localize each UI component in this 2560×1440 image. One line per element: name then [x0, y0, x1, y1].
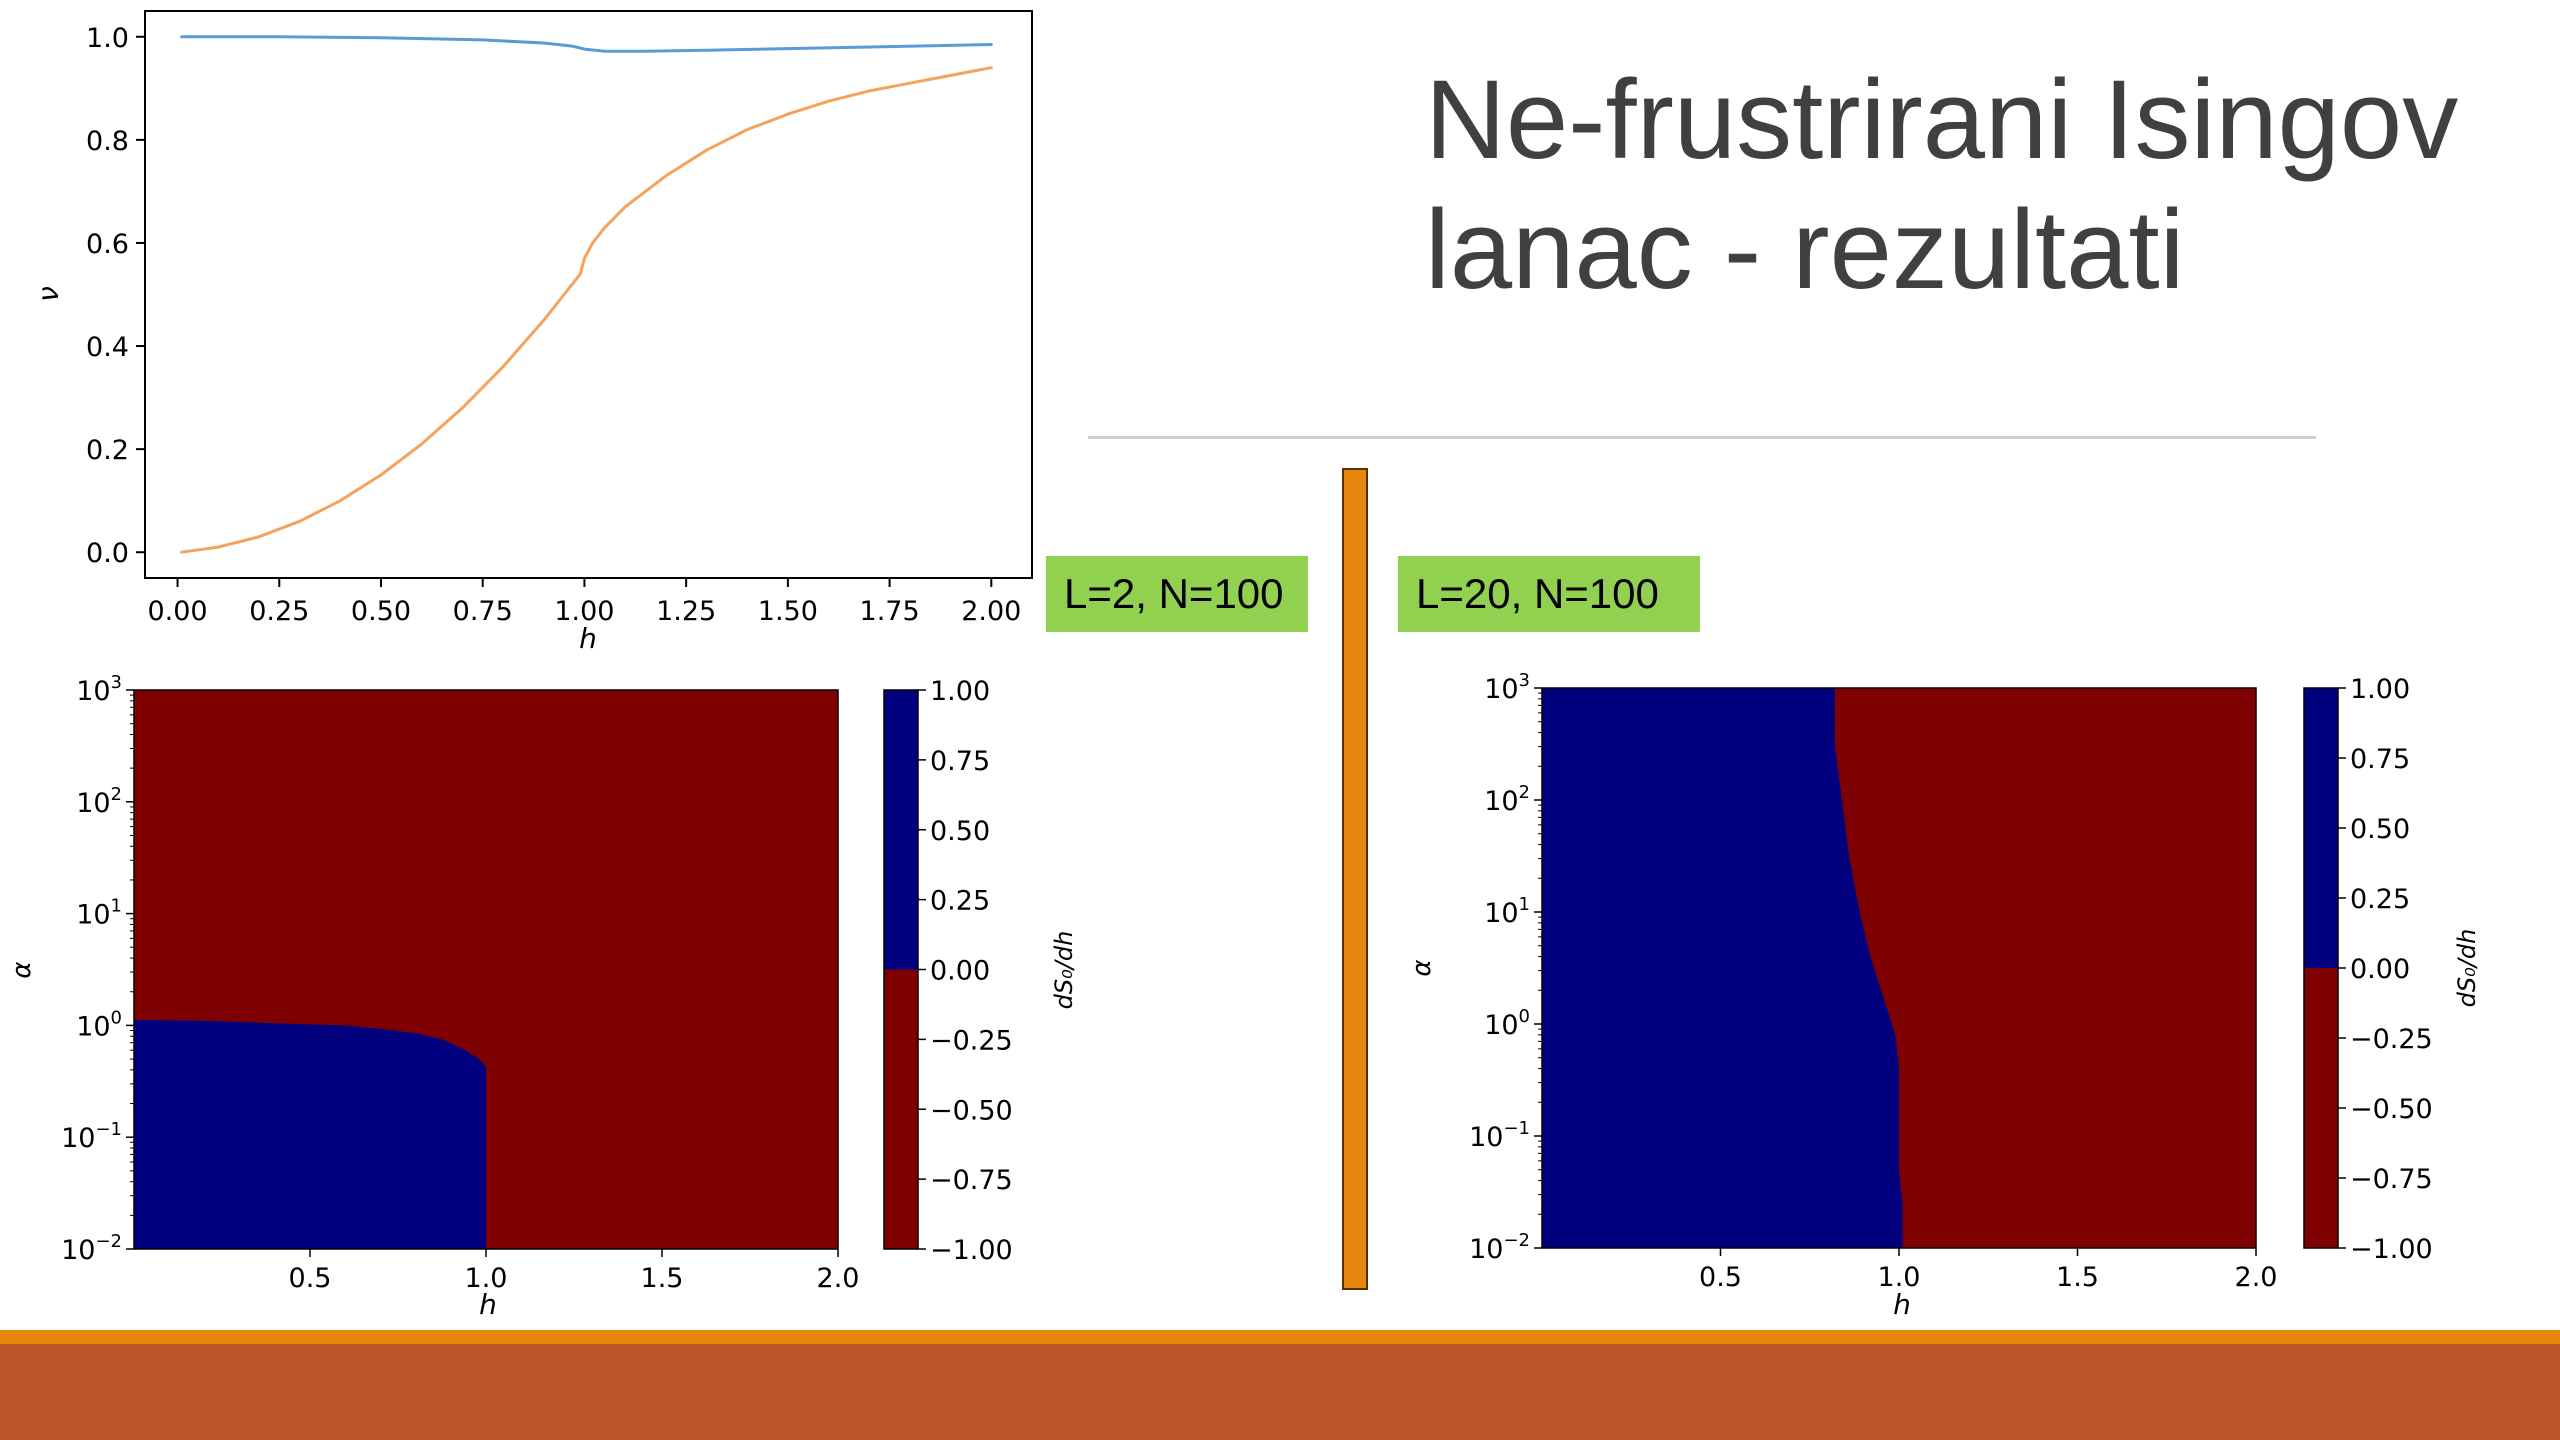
slide-title: Ne-frustrirani Isingov lanac - rezultati — [1425, 55, 2545, 315]
heatmap-l20-y-tick-label: 10−2 — [1469, 1230, 1530, 1265]
heatmap-l20: 0.5 1.0 1.5 2.0 10−2 10−1 100 101 102 103 h α 1.… — [1407, 670, 2481, 1321]
line-chart-x-tick-label: 1.00 — [554, 596, 614, 627]
footer-band — [0, 1344, 2560, 1440]
heatmap-l20-x-axis: 0.5 1.0 1.5 2.0 — [1699, 1248, 2277, 1293]
heatmap-l2-x-tick-label: 0.5 — [289, 1263, 332, 1294]
heatmap-l20-colorbar-tick-label: 0.00 — [2350, 954, 2410, 985]
heatmap-l2-colorbar-tick-label: −0.25 — [930, 1025, 1013, 1056]
line-chart-y-tick-label: 1.0 — [86, 23, 129, 54]
heatmap-l20-colorbar: 1.00 0.75 0.50 0.25 0.00 −0.25 −0.50 −0.75 −1.00 — [2303, 674, 2433, 1265]
heatmap-l20-colorbar-positive — [2304, 688, 2338, 968]
heatmap-l20-x-tick-label: 1.5 — [2056, 1262, 2099, 1293]
slide-title-line-1: Ne-frustrirani Isingov — [1425, 57, 2459, 182]
line-chart-x-tick-label: 1.25 — [656, 596, 716, 627]
heatmap-l2-colorbar-tick-label: 0.25 — [930, 886, 990, 917]
heatmap-l2-y-axis: 10−2 10−1 100 101 102 103 — [61, 672, 134, 1266]
heatmap-l20-y-tick-label: 101 — [1484, 894, 1530, 929]
line-chart-x-tick-label: 1.75 — [860, 596, 920, 627]
line-chart-y-axis: 0.0 0.2 0.4 0.6 0.8 1.0 — [86, 23, 145, 569]
line-chart-x-tick-label: 2.00 — [961, 596, 1021, 627]
heatmap-l2-y-tick-label: 102 — [76, 784, 122, 819]
heatmap-l2-x-tick-label: 1.0 — [465, 1263, 508, 1294]
slide-title-line-2: lanac - rezultati — [1425, 187, 2185, 312]
label-l20-n100: L=20, N=100 — [1398, 556, 1700, 632]
heatmap-l20-x-tick-label: 2.0 — [2235, 1262, 2278, 1293]
line-chart-nu-vs-h: 0.00 0.25 0.50 0.75 1.00 1.25 1.50 1.75 2.00 0.0… — [32, 10, 1033, 655]
line-chart-y-tick-label: 0.4 — [86, 332, 129, 363]
heatmap-l20-y-tick-label: 103 — [1484, 670, 1530, 705]
line-chart-x-tick-label: 1.50 — [758, 596, 818, 627]
heatmap-l20-y-tick-label: 10−1 — [1469, 1118, 1530, 1153]
line-chart-x-axis: 0.00 0.25 0.50 0.75 1.00 1.25 1.50 1.75 2.00 — [147, 578, 1021, 627]
line-chart-y-tick-label: 0.8 — [86, 126, 129, 157]
heatmap-l2-x-label: h — [479, 1288, 497, 1321]
heatmap-l2-y-tick-label: 10−1 — [61, 1119, 122, 1154]
heatmap-l2-colorbar-tick-label: 1.00 — [930, 676, 990, 707]
heatmap-l2-colorbar-tick-label: −1.00 — [930, 1235, 1013, 1266]
line-chart-frame — [144, 10, 1033, 579]
line-chart-x-tick-label: 0.25 — [249, 596, 309, 627]
heatmap-l2-x-tick-label: 1.5 — [641, 1263, 684, 1294]
line-chart-y-tick-label: 0.0 — [86, 538, 129, 569]
heatmap-l2-colorbar-label: dS₀/dh — [1050, 931, 1078, 1010]
vertical-divider-bar — [1342, 468, 1368, 1290]
heatmap-l2: 0.5 1.0 1.5 2.0 10−2 10−1 100 101 102 103 h α 1.… — [7, 672, 1078, 1321]
heatmap-l2-colorbar-tick-label: 0.50 — [930, 816, 990, 847]
heatmap-l20-x-tick-label: 1.0 — [1878, 1262, 1921, 1293]
line-chart-series-2 — [180, 66, 993, 554]
line-chart-x-tick-label: 0.75 — [453, 596, 513, 627]
heatmap-l2-colorbar-tick-label: 0.00 — [930, 956, 990, 987]
heatmap-l20-colorbar-tick-label: 1.00 — [2350, 674, 2410, 705]
footer-accent-band — [0, 1330, 2560, 1344]
heatmap-l20-colorbar-tick-label: 0.50 — [2350, 814, 2410, 845]
heatmap-l20-colorbar-tick-label: −0.25 — [2350, 1024, 2433, 1055]
heatmap-l20-colorbar-tick-label: −1.00 — [2350, 1234, 2433, 1265]
heatmap-l2-colorbar-tick-label: −0.50 — [930, 1095, 1013, 1126]
heatmap-l2-y-tick-label: 100 — [76, 1007, 122, 1042]
title-divider-line — [1088, 436, 2316, 439]
heatmap-l20-colorbar-tick-label: 0.75 — [2350, 744, 2410, 775]
heatmap-l2-positive-region — [134, 1019, 486, 1249]
heatmap-l2-colorbar-tick-label: 0.75 — [930, 746, 990, 777]
heatmap-l20-y-tick-label: 102 — [1484, 782, 1530, 817]
heatmap-l20-positive-region — [1542, 688, 1903, 1248]
heatmap-l20-colorbar-negative — [2304, 968, 2338, 1248]
heatmap-l20-y-tick-label: 100 — [1484, 1006, 1530, 1041]
heatmap-l20-colorbar-tick-label: 0.25 — [2350, 884, 2410, 915]
heatmap-l2-y-tick-label: 103 — [76, 672, 122, 707]
heatmap-l20-colorbar-label: dS₀/dh — [2453, 929, 2481, 1008]
line-chart-x-label: h — [579, 622, 597, 655]
heatmap-l20-x-label: h — [1893, 1288, 1911, 1321]
line-chart-y-tick-label: 0.2 — [86, 435, 129, 466]
heatmap-l20-colorbar-tick-label: −0.50 — [2350, 1094, 2433, 1125]
heatmap-l2-colorbar-positive — [884, 690, 918, 970]
line-chart-series — [180, 35, 993, 554]
line-chart-x-tick-label: 0.00 — [147, 596, 207, 627]
heatmap-l2-colorbar-tick-label: −0.75 — [930, 1165, 1013, 1196]
heatmap-l2-y-tick-label: 10−2 — [61, 1231, 122, 1266]
heatmap-l2-x-axis: 0.5 1.0 1.5 2.0 — [289, 1249, 860, 1294]
line-chart-y-tick-label: 0.6 — [86, 229, 129, 260]
line-chart-y-label: ν — [32, 286, 65, 302]
heatmap-l2-x-tick-label: 2.0 — [817, 1263, 860, 1294]
heatmap-l20-colorbar-tick-label: −0.75 — [2350, 1164, 2433, 1195]
label-l2-n100: L=2, N=100 — [1046, 556, 1308, 632]
heatmap-l2-y-label: α — [7, 961, 37, 978]
heatmap-l20-y-axis: 10−2 10−1 100 101 102 103 — [1469, 670, 1542, 1265]
heatmap-l2-colorbar-negative — [884, 969, 918, 1249]
heatmap-l2-colorbar: 1.00 0.75 0.50 0.25 0.00 −0.25 −0.50 −0.75 −1.00 — [883, 676, 1013, 1266]
heatmap-l2-y-tick-label: 101 — [76, 896, 122, 931]
line-chart-series-1 — [180, 35, 993, 53]
heatmap-l20-x-tick-label: 0.5 — [1699, 1262, 1742, 1293]
heatmap-l20-y-label: α — [1407, 959, 1437, 976]
line-chart-x-tick-label: 0.50 — [351, 596, 411, 627]
